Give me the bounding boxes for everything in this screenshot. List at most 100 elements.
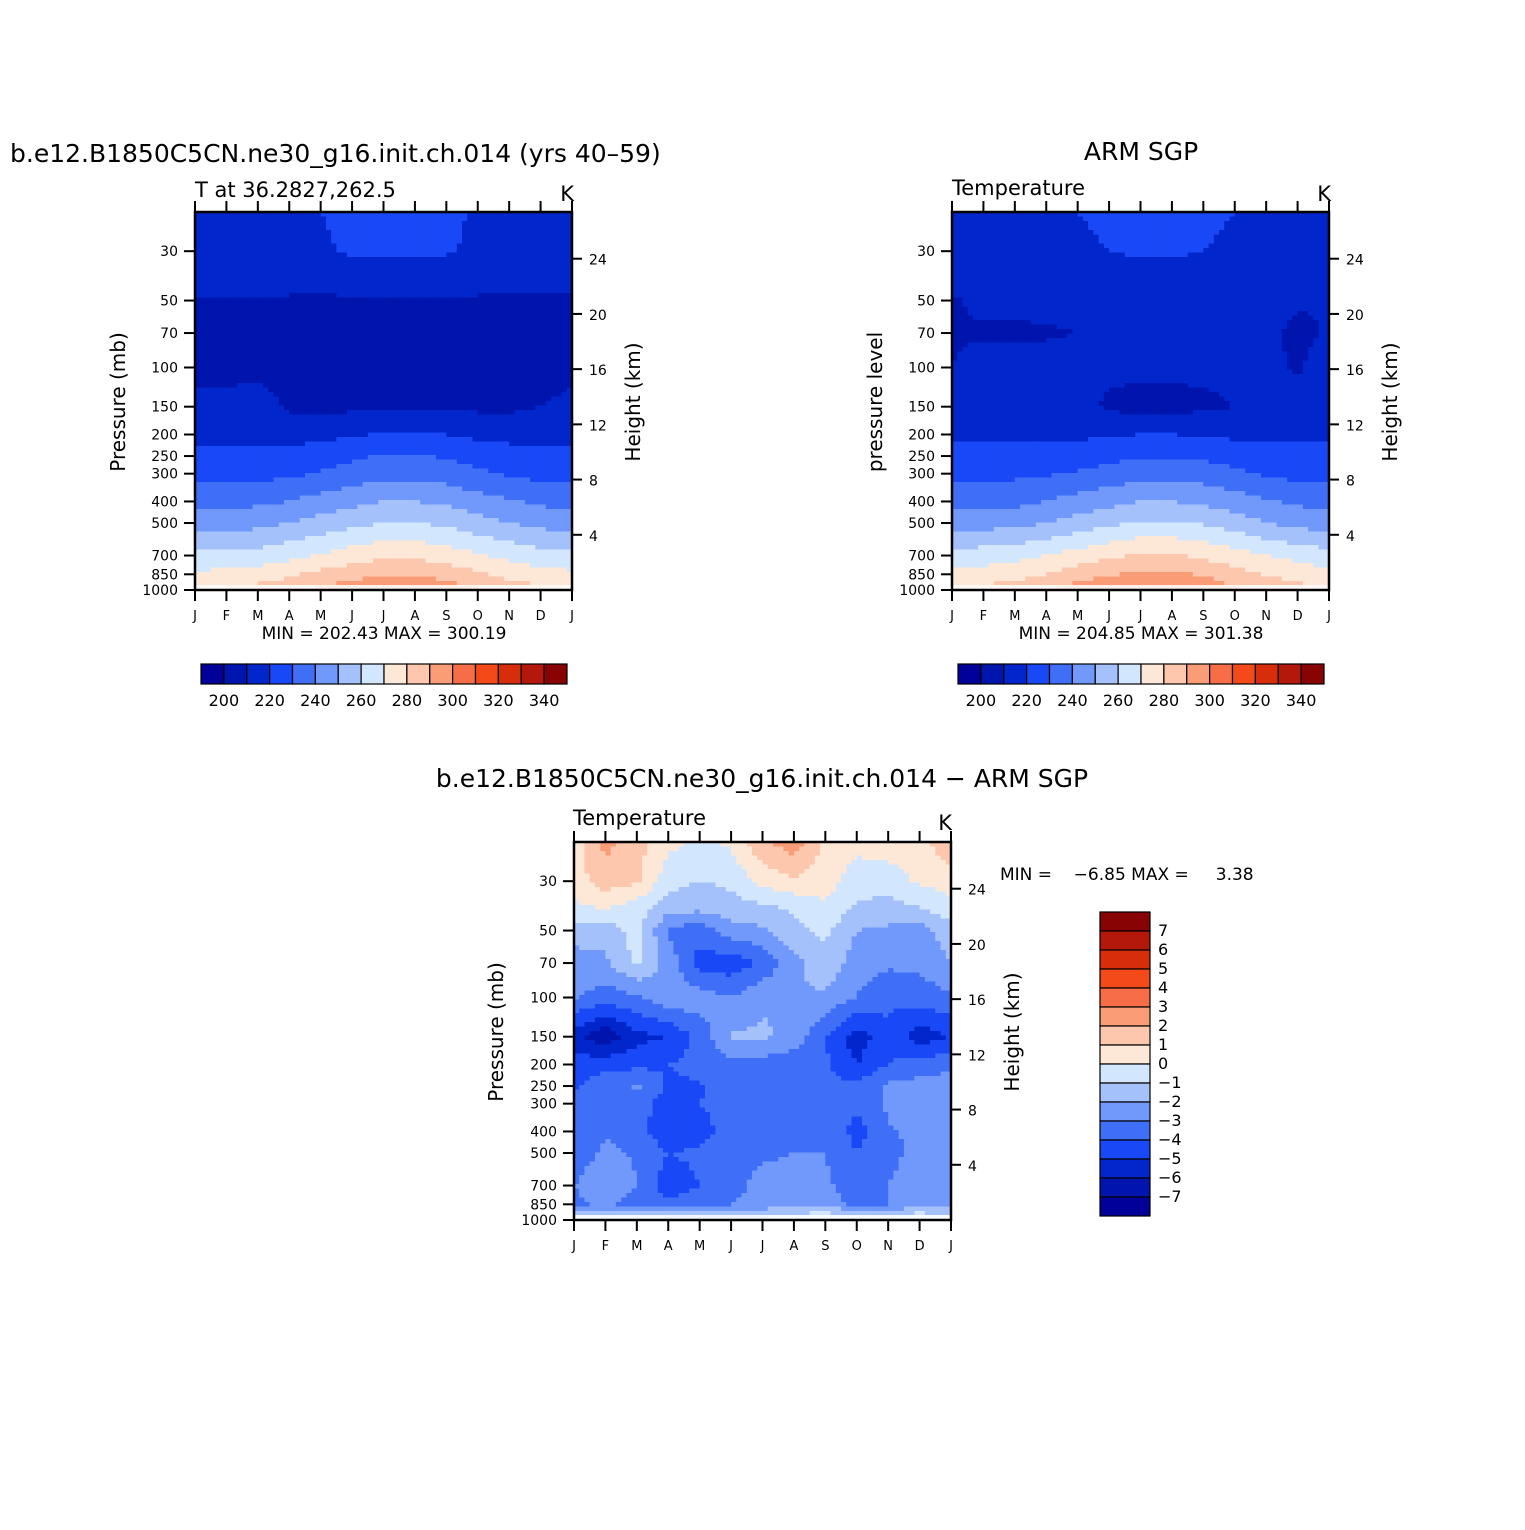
contour-cell (409, 342, 416, 348)
contour-cell (493, 500, 500, 506)
contour-cell (195, 288, 201, 294)
contour-cell (519, 405, 526, 411)
contour-cell (530, 351, 536, 357)
contour-cell (566, 369, 572, 375)
contour-cell (357, 446, 364, 452)
contour-cell (336, 518, 343, 524)
contour-cell (524, 347, 531, 353)
contour-cell (320, 500, 327, 506)
contour-cell (352, 365, 358, 371)
contour-cell (482, 288, 489, 294)
contour-cell (441, 387, 447, 393)
contour-cell (540, 477, 547, 483)
contour-cell (482, 356, 489, 362)
contour-cell (252, 270, 259, 276)
contour-cell (299, 378, 306, 384)
contour-cell (252, 234, 259, 240)
contour-cell (540, 252, 547, 258)
contour-cell (226, 279, 233, 285)
contour-cell (545, 401, 552, 407)
contour-cell (373, 405, 379, 411)
contour-cell (252, 401, 259, 407)
contour-cell (498, 432, 505, 438)
contour-cell (205, 369, 212, 375)
contour-cell (425, 365, 432, 371)
contour-cell (278, 230, 285, 236)
contour-cell (472, 428, 479, 434)
contour-cell (294, 302, 301, 308)
contour-cell (263, 230, 269, 236)
contour-cell (446, 279, 453, 285)
contour-cell (289, 261, 296, 267)
contour-cell (488, 495, 495, 501)
contour-cell (273, 405, 280, 411)
contour-cell (242, 428, 248, 434)
contour-cell (420, 261, 426, 267)
contour-cell (325, 333, 332, 339)
contour-cell (195, 257, 201, 263)
contour-cell (472, 504, 479, 510)
contour-cell (315, 360, 322, 366)
contour-cell (315, 257, 322, 263)
contour-cell (409, 383, 416, 389)
contour-cell (367, 401, 374, 407)
contour-cell (310, 432, 317, 438)
contour-cell (231, 243, 238, 249)
contour-cell (551, 369, 557, 375)
contour-cell (242, 311, 248, 317)
contour-cell (509, 216, 516, 222)
contour-cell (430, 243, 437, 249)
contour-cell (362, 464, 369, 470)
contour-cell (320, 468, 327, 474)
contour-cell (524, 410, 531, 416)
contour-cell (472, 212, 479, 218)
contour-cell (252, 302, 259, 308)
contour-cell (477, 477, 484, 483)
contour-cell (435, 473, 442, 479)
contour-cell (200, 473, 207, 479)
contour-cell (535, 473, 542, 479)
contour-cell (362, 360, 369, 366)
contour-cell (268, 365, 275, 371)
contour-cell (561, 396, 568, 402)
contour-cell (482, 401, 489, 407)
contour-cell (378, 234, 385, 240)
contour-cell (195, 459, 201, 465)
contour-cell (393, 239, 400, 245)
contour-cell (357, 284, 364, 290)
contour-cell (493, 414, 500, 420)
contour-cell (388, 243, 395, 249)
contour-cell (545, 266, 552, 272)
contour-cell (451, 455, 458, 461)
contour-cell (315, 495, 322, 501)
contour-cell (315, 455, 322, 461)
contour-cell (509, 221, 516, 227)
contour-cell (257, 486, 264, 492)
contour-cell (519, 306, 526, 312)
contour-cell (289, 284, 296, 290)
contour-cell (215, 311, 222, 317)
contour-cell (477, 419, 484, 425)
contour-cell (430, 387, 437, 393)
contour-cell (388, 230, 395, 236)
contour-cell (477, 459, 484, 465)
contour-cell (195, 423, 201, 429)
contour-cell (435, 419, 442, 425)
contour-cell (378, 360, 385, 366)
contour-cell (226, 387, 233, 393)
contour-cell (477, 369, 484, 375)
contour-cell (530, 464, 536, 470)
contour-cell (519, 504, 526, 510)
contour-cell (519, 288, 526, 294)
contour-cell (294, 419, 301, 425)
contour-cell (336, 216, 343, 222)
contour-cell (278, 248, 285, 254)
contour-cell (383, 423, 390, 429)
contour-cell (310, 257, 317, 263)
contour-cell (451, 378, 458, 384)
contour-cell (205, 459, 212, 465)
contour-cell (289, 329, 296, 335)
contour-cell (477, 252, 484, 258)
contour-cell (551, 441, 557, 447)
contour-cell (477, 518, 484, 524)
